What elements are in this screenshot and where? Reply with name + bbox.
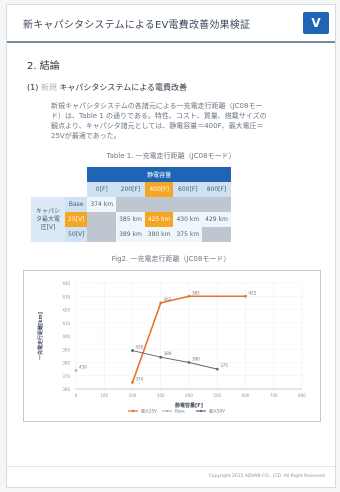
data-label: 389: [164, 351, 172, 356]
row-group-label: キャパシタ最大電圧[V]: [31, 197, 65, 242]
table-cell: 375 km: [173, 227, 203, 242]
range-chart: 360 370 380 390 400 410 420 430 440 0 100 200 300 400…: [23, 270, 321, 422]
page-title: 新キャパシタシステムによるEV電費改善効果検証: [23, 19, 251, 31]
x-tick-label: 700: [270, 393, 278, 398]
column-header: 200[F]: [116, 182, 145, 197]
table-cell: 389 km: [116, 227, 145, 242]
range-table: 静電容量 0[F] 200[F] 400[F] 600[F] 800[F] キャ…: [31, 167, 231, 242]
y-tick-label: 430: [62, 294, 70, 299]
y-tick-label: 440: [62, 281, 70, 286]
column-header: 400[F]: [144, 182, 174, 197]
table-caption: Table 1. 一充電走行距離（JC08モード）: [106, 152, 236, 160]
y-tick-label: 360: [62, 387, 70, 392]
x-tick-label: 300: [157, 393, 165, 398]
conclusion-paragraph: 新規キャパシタシステムの各諸元による一充電走行距離（JC08モー ド）は、Tab…: [51, 101, 301, 141]
document-page: 新キャパシタシステムによるEV電費改善効果検証 V 2. 結論 (1) 新規 キ…: [6, 4, 336, 488]
data-label: 430: [136, 345, 144, 350]
data-label: 380: [192, 357, 200, 362]
company-logo: V: [303, 12, 329, 34]
series-line: [132, 350, 218, 370]
x-tick-label: 100: [100, 393, 108, 398]
legend-marker: [165, 409, 169, 413]
y-tick-label: 370: [62, 374, 70, 379]
data-point: [215, 367, 219, 371]
figure-caption: Fig2. 一充電走行距離（JC08モード）: [111, 255, 231, 263]
table-cell: 385 km: [116, 212, 145, 227]
data-label: 375: [220, 363, 228, 368]
x-axis-label: 静電容量[F]: [175, 402, 203, 409]
table-cell: 374 km: [87, 197, 117, 212]
subsection-number: (1): [27, 83, 39, 92]
table-cell: [173, 197, 203, 212]
subsection-heading: (1) 新規 キャパシタシステムによる電費改善: [27, 82, 319, 93]
data-label: 425: [249, 290, 257, 295]
table-cell: [202, 197, 231, 212]
data-label: 430: [79, 364, 87, 369]
table-cell: 380 km: [144, 227, 174, 242]
section-heading: 2. 結論: [27, 61, 60, 72]
x-tick-label: 0: [75, 393, 78, 398]
legend-label: 最大50V: [209, 408, 225, 414]
data-point: [159, 355, 163, 359]
x-tick-label: 400: [185, 393, 193, 398]
data-point: [131, 349, 134, 352]
table-cell: [116, 197, 145, 212]
y-tick-label: 420: [62, 308, 70, 313]
table-cell: 430 km: [173, 212, 203, 227]
data-label: 365: [164, 297, 172, 302]
column-header: 600[F]: [173, 182, 203, 197]
column-header: 0[F]: [87, 182, 117, 197]
y-axis-label: 一充電走行距離[km]: [37, 312, 44, 360]
row-label: 50[V]: [65, 227, 88, 242]
subsection-text: キャパシタシステムによる電費改善: [59, 83, 187, 92]
y-tick-label: 380: [62, 361, 70, 366]
table-cell: [144, 197, 174, 212]
data-point: [74, 369, 78, 372]
chart-svg: 360 370 380 390 400 410 420 430 440 0 100 200 300 400…: [37, 281, 306, 414]
x-tick-label: 200: [129, 393, 137, 398]
y-tick-label: 410: [62, 321, 70, 326]
row-label: 25[V]: [65, 212, 88, 227]
copyright-text: Copyright 2015 ADVAN CO., LTD. All Right…: [208, 474, 325, 479]
legend-label: Base: [175, 409, 185, 414]
paragraph-line: 新規キャパシタシステムの各諸元による一充電走行距離（JC08モー: [51, 102, 263, 110]
table-group-header: 静電容量: [87, 167, 231, 182]
legend-label: 最大25V: [141, 408, 157, 414]
table-cell: [87, 227, 117, 242]
data-point: [131, 380, 134, 384]
table-cell: [87, 212, 117, 227]
table-cell-highlight: 425 km: [144, 212, 174, 227]
data-point: [244, 294, 247, 298]
column-header: 800[F]: [202, 182, 231, 197]
paragraph-line: 25Vが最適であった。: [51, 132, 121, 140]
data-point: [159, 301, 163, 305]
series-line: [131, 295, 246, 383]
legend-marker: [199, 409, 203, 413]
conclusion-section: 2. 結論 (1) 新規 キャパシタシステムによる電費改善 新規キャパシタシステ…: [7, 43, 335, 141]
x-tick-label: 800: [298, 393, 306, 398]
page-header: 新キャパシタシステムによるEV電費改善効果検証 V: [7, 5, 335, 43]
data-label: 385: [192, 290, 200, 295]
row-label: Base: [65, 197, 88, 212]
table-cell: 429 km: [202, 212, 231, 227]
subsection-faded-word: 新規: [40, 83, 57, 92]
data-point: [187, 361, 191, 364]
x-tick-label: 500: [213, 393, 221, 398]
data-point: [187, 294, 191, 298]
x-tick-label: 600: [242, 393, 250, 398]
data-label: 374: [136, 376, 144, 381]
y-tick-label: 390: [62, 347, 70, 352]
footer-divider: [7, 466, 335, 467]
paragraph-line: ド）は、Table 1 の通りである。特性、コスト、質量、搭載サイズの: [51, 112, 267, 120]
legend-marker: [131, 409, 135, 413]
paragraph-line: 観点より、キャパシタ諸元としては、静電容量＝400F、最大電圧＝: [51, 122, 264, 130]
y-tick-label: 400: [62, 334, 70, 339]
table-cell: [202, 227, 231, 242]
